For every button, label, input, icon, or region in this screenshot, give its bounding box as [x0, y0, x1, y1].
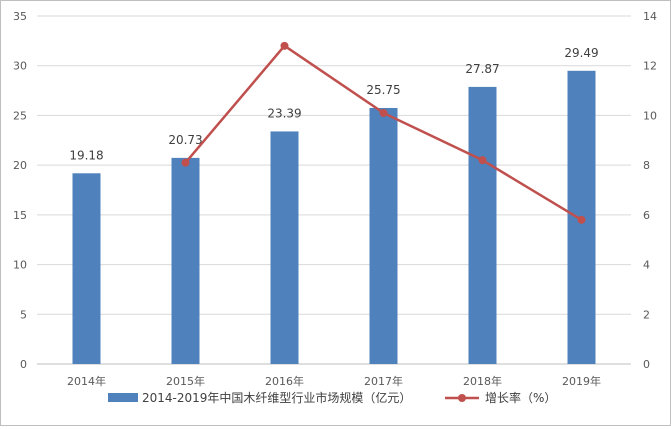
bar	[369, 107, 398, 364]
growth-rate-point	[379, 108, 388, 117]
x-tick-label: 2018年	[463, 374, 502, 388]
left-tick-label: 25	[13, 109, 27, 122]
right-tick-label: 2	[643, 308, 650, 321]
x-tick-label: 2015年	[166, 374, 205, 388]
x-tick-label: 2014年	[67, 374, 106, 388]
left-tick-label: 15	[13, 209, 27, 222]
gridlines	[37, 15, 631, 365]
left-axis-ticks: 0 5 10 15 20 25 30 35	[13, 10, 27, 371]
bar	[72, 173, 101, 364]
right-tick-label: 14	[643, 10, 657, 23]
bar	[270, 131, 299, 364]
x-tick-label: 2019年	[562, 374, 601, 388]
bar-data-label: 23.39	[267, 106, 301, 120]
right-tick-label: 12	[643, 60, 657, 73]
bar	[171, 157, 200, 364]
bar-data-label: 29.49	[564, 46, 598, 60]
line-series	[181, 41, 586, 224]
growth-rate-point	[280, 41, 289, 50]
legend-bar-label: 2014-2019年中国木纤维型行业市场规模（亿元）	[142, 390, 411, 405]
right-tick-label: 6	[643, 209, 650, 222]
bar-data-label: 20.73	[168, 133, 202, 147]
right-tick-label: 4	[643, 259, 650, 272]
growth-rate-point	[181, 158, 190, 167]
left-tick-label: 10	[13, 259, 27, 272]
bar-data-label: 25.75	[366, 83, 400, 97]
left-tick-label: 35	[13, 10, 27, 23]
legend-line-label: 增长率（%）	[485, 390, 556, 405]
bar	[468, 86, 497, 364]
right-axis-ticks: 0 2 4 6 8 10 12 14	[643, 10, 657, 371]
bar-series	[72, 70, 596, 364]
left-tick-label: 5	[20, 308, 27, 321]
left-tick-label: 30	[13, 60, 27, 73]
x-tick-label: 2017年	[364, 374, 403, 388]
right-tick-label: 10	[643, 109, 657, 122]
left-tick-label: 20	[13, 159, 27, 172]
legend: 2014-2019年中国木纤维型行业市场规模（亿元） 增长率（%）	[108, 390, 556, 405]
bar-data-label: 19.18	[69, 148, 103, 162]
growth-rate-point	[577, 215, 586, 224]
bar-data-label: 27.87	[465, 62, 499, 76]
right-tick-label: 8	[643, 159, 650, 172]
legend-line-marker	[458, 394, 466, 402]
left-tick-label: 0	[20, 358, 27, 371]
growth-rate-point	[478, 156, 487, 165]
x-tick-label: 2016年	[265, 374, 304, 388]
legend-bar-swatch	[108, 393, 138, 402]
right-tick-label: 0	[643, 358, 650, 371]
x-axis-ticks: 2014年 2015年 2016年 2017年 2018年 2019年	[67, 374, 601, 388]
bar-data-labels: 19.18 20.73 23.39 25.75 27.87 29.49	[69, 46, 598, 163]
